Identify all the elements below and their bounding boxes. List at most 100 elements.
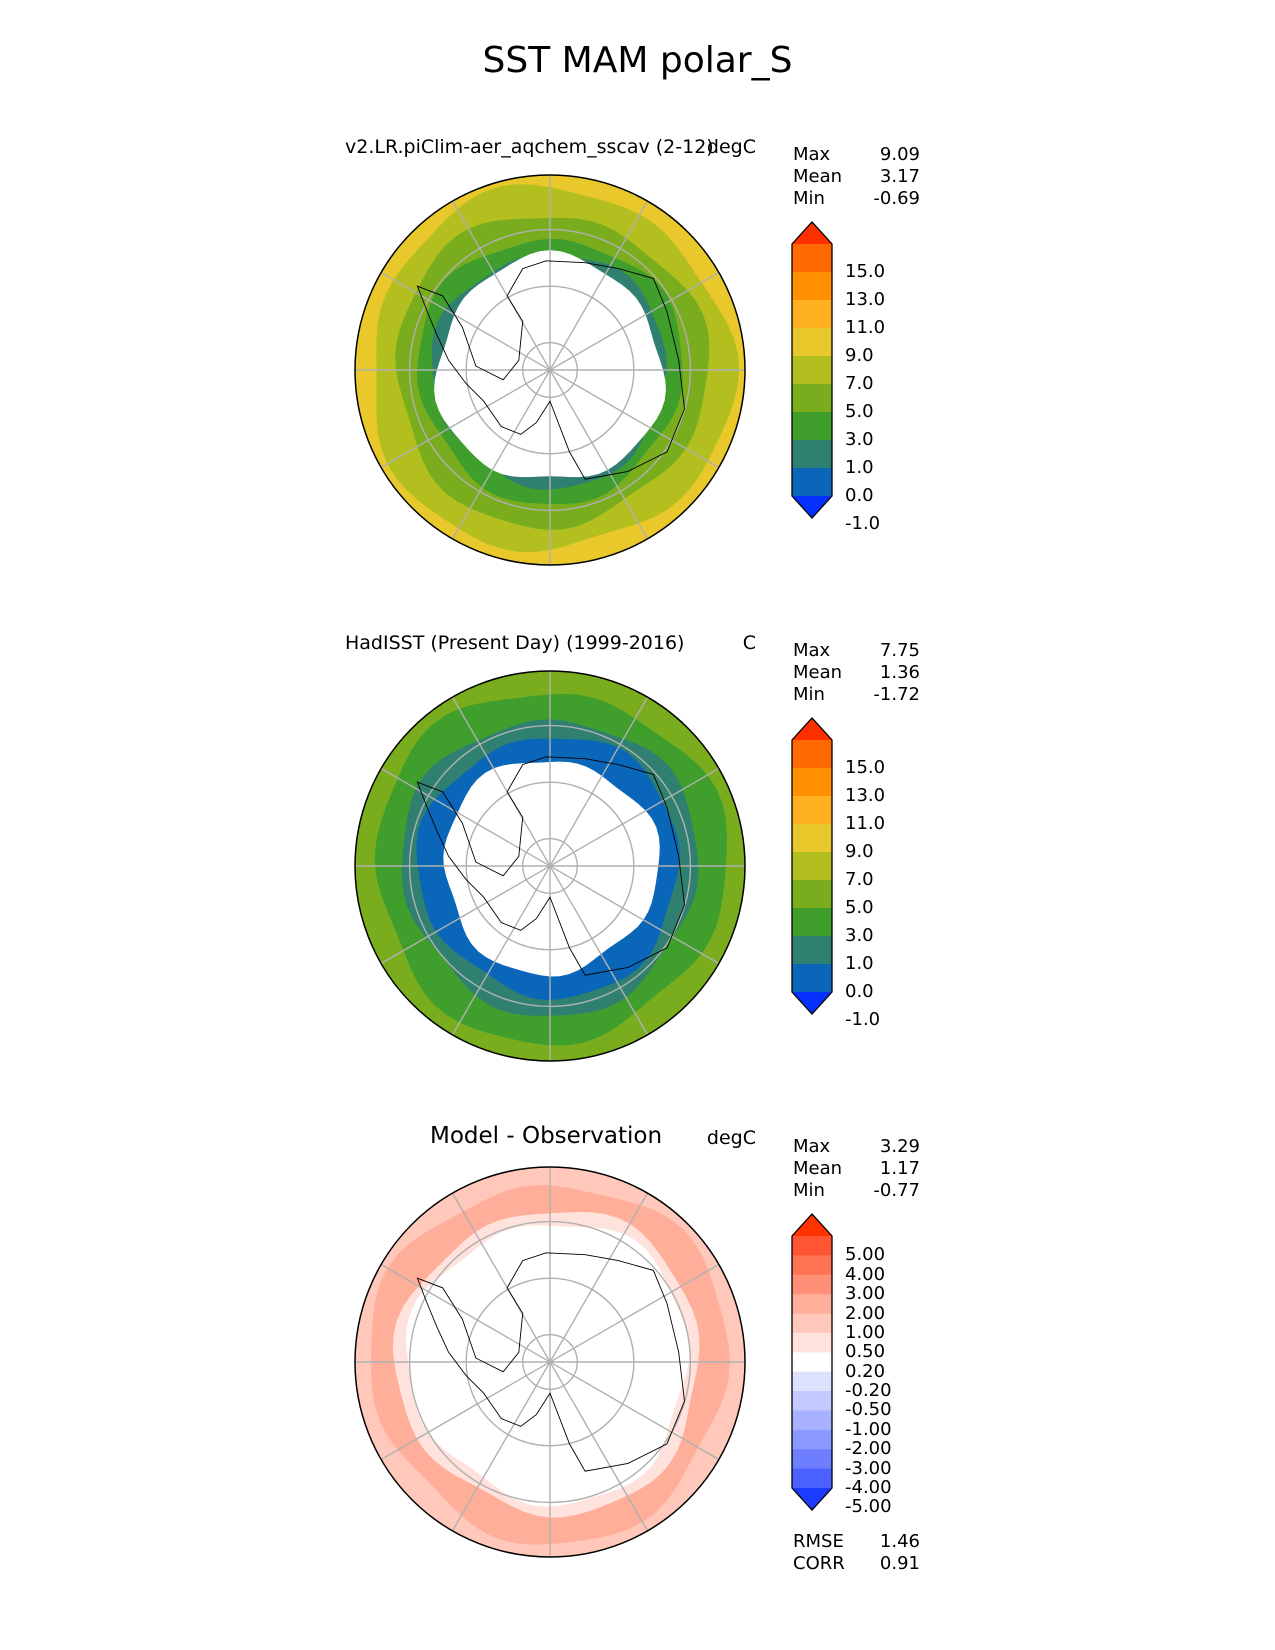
colorbar-tick-label: 15.0 (845, 261, 886, 282)
colorbar-extend-max (792, 222, 832, 244)
colorbar-extend-min (792, 992, 832, 1014)
colorbar-tick-label: 11.0 (845, 317, 886, 338)
colorbar-segment (792, 1255, 832, 1276)
colorbar-tick-label: -1.00 (845, 1418, 892, 1440)
colorbar-tick-label: -5.00 (845, 1496, 892, 1518)
panel-2-stat-mean: Mean 1.36 (793, 662, 920, 683)
colorbar-segment (792, 740, 832, 769)
colorbar-tick-label: 0.0 (845, 485, 874, 506)
colorbar-segment (792, 384, 832, 413)
panel-1-units: degC (706, 136, 756, 158)
meridian-line (451, 696, 649, 1036)
panel-2-units: C (742, 632, 756, 654)
panel-2-stat-min: Min -1.72 (793, 684, 920, 705)
colorbar-tick-label: 4.00 (845, 1263, 886, 1285)
panel-1-map (354, 174, 746, 566)
colorbar-segment (792, 412, 832, 441)
colorbar-segment (792, 1429, 832, 1450)
panel-1-stat-min: Min -0.69 (793, 188, 920, 209)
panel-3-colorbar (791, 1213, 833, 1511)
colorbar-tick-label: 2.00 (845, 1302, 886, 1324)
colorbar-segment (792, 244, 832, 273)
colorbar-extend-max (792, 1214, 832, 1236)
panel-1-title: v2.LR.piClim-aer_aqchem_sscav (2-12) (345, 136, 714, 158)
meridian-line (451, 200, 649, 540)
map-border (354, 670, 746, 1062)
colorbar-tick-label: 1.0 (845, 457, 874, 478)
colorbar-segment (792, 1371, 832, 1392)
colorbar-outline (791, 717, 833, 1015)
colorbar-tick-label: -3.00 (845, 1457, 892, 1479)
colorbar-segment (792, 1274, 832, 1295)
colorbar-extend-min (792, 496, 832, 518)
colorbar-tick-label: 5.00 (845, 1244, 886, 1266)
panel-2-stats: Max 7.75 Mean 1.36 Min -1.72 (793, 640, 920, 706)
colorbar-tick-label: 9.0 (845, 345, 874, 366)
panel-1-stat-mean: Mean 3.17 (793, 166, 920, 187)
panel-2-stat-max: Max 7.75 (793, 640, 920, 661)
colorbar-extend-min (792, 1488, 832, 1510)
colorbar-segment (792, 936, 832, 965)
colorbar-segment (792, 1294, 832, 1315)
colorbar-tick-label: 15.0 (845, 757, 886, 778)
colorbar-segment (792, 1332, 832, 1353)
colorbar-tick-label: 3.0 (845, 429, 874, 450)
colorbar-tick-label: 7.0 (845, 373, 874, 394)
colorbar-outline (791, 221, 833, 519)
panel-2-map (354, 670, 746, 1062)
panel-3-map (354, 1166, 746, 1558)
colorbar-tick-label: 0.50 (845, 1341, 886, 1363)
colorbar-tick-label: 5.0 (845, 897, 874, 918)
antarctica-coastline (416, 260, 685, 480)
antarctica-coastline (416, 1252, 685, 1472)
panel-3-stat-rmse: RMSE 1.46 (793, 1531, 920, 1552)
colorbar-tick-label: -1.0 (845, 1009, 881, 1030)
colorbar-segment (792, 852, 832, 881)
panel-1-colorbar (791, 221, 833, 519)
map-border (354, 174, 746, 566)
colorbar-segment (792, 1236, 832, 1256)
colorbar-tick-label: -0.20 (845, 1380, 892, 1402)
panel-3-extra-stats: RMSE 1.46 CORR 0.91 (793, 1531, 920, 1575)
panel-3-stat-min: Min -0.77 (793, 1180, 920, 1201)
colorbar-tick-label: 13.0 (845, 289, 886, 310)
colorbar-tick-label: -0.50 (845, 1399, 892, 1421)
colorbar-segment (792, 908, 832, 937)
colorbar-tick-label: 0.20 (845, 1360, 886, 1382)
colorbar-segment (792, 824, 832, 853)
colorbar-tick-label: 3.0 (845, 925, 874, 946)
meridian-line (451, 1192, 649, 1532)
panel-1-stat-max: Max 9.09 (793, 144, 920, 165)
figure-title: SST MAM polar_S (482, 40, 793, 81)
colorbar-tick-label: 5.0 (845, 401, 874, 422)
panel-3-stat-mean: Mean 1.17 (793, 1158, 920, 1179)
colorbar-outline (791, 1213, 833, 1511)
panel-3-stat-corr: CORR 0.91 (793, 1553, 920, 1574)
colorbar-tick-label: 3.00 (845, 1283, 886, 1305)
colorbar-tick-label: 11.0 (845, 813, 886, 834)
colorbar-segment (792, 468, 832, 497)
colorbar-tick-label: 9.0 (845, 841, 874, 862)
panel-2-title: HadISST (Present Day) (1999-2016) (345, 632, 685, 654)
colorbar-segment (792, 1468, 832, 1489)
colorbar-segment (792, 300, 832, 329)
colorbar-segment (792, 328, 832, 357)
colorbar-segment (792, 1352, 832, 1373)
colorbar-segment (792, 1449, 832, 1470)
colorbar-segment (792, 796, 832, 825)
colorbar-segment (792, 964, 832, 993)
colorbar-segment (792, 272, 832, 301)
colorbar-tick-label: 0.0 (845, 981, 874, 1002)
panel-3-stats: Max 3.29 Mean 1.17 Min -0.77 (793, 1136, 920, 1202)
colorbar-segment (792, 1313, 832, 1334)
colorbar-segment (792, 880, 832, 909)
panel-3-units: degC (706, 1127, 756, 1149)
colorbar-segment (792, 1410, 832, 1431)
panel-2-colorbar (791, 717, 833, 1015)
colorbar-extend-max (792, 718, 832, 740)
colorbar-tick-label: 13.0 (845, 785, 886, 806)
colorbar-tick-label: -2.00 (845, 1438, 892, 1460)
map-border (354, 1166, 746, 1558)
colorbar-segment (792, 440, 832, 469)
panel-3-stat-max: Max 3.29 (793, 1136, 920, 1157)
